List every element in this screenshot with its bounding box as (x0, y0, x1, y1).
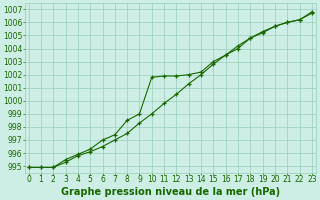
X-axis label: Graphe pression niveau de la mer (hPa): Graphe pression niveau de la mer (hPa) (61, 187, 280, 197)
